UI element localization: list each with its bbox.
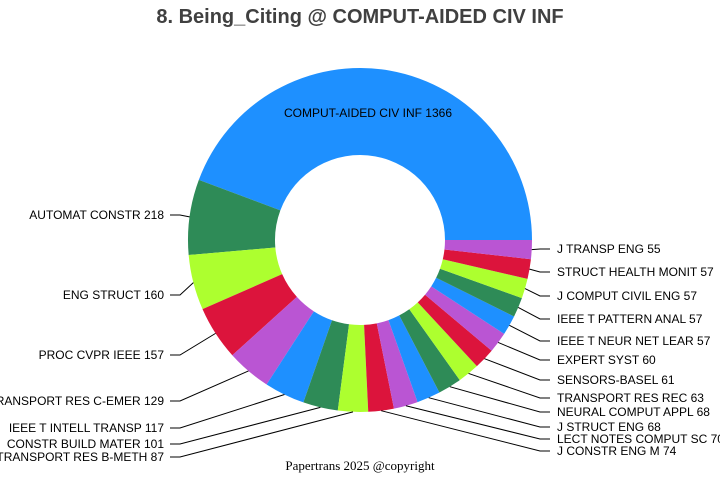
label-leader-line — [524, 288, 550, 297]
slice-label: EXPERT SYST 60 — [557, 353, 656, 367]
slice-j-constr-eng-m[interactable] — [364, 323, 394, 412]
label-leader-line — [381, 410, 550, 452]
slice-ieee-t-pattern-anal[interactable] — [436, 268, 522, 317]
label-leader-line — [509, 324, 550, 342]
label-leader-line — [170, 214, 190, 218]
slice-automat-constr[interactable] — [188, 179, 281, 256]
slice-label: CONSTR BUILD MATER 101 — [7, 437, 164, 451]
label-leader-line — [170, 411, 354, 458]
label-leader-line — [518, 306, 550, 320]
slice-expert-syst[interactable] — [425, 286, 505, 351]
label-leader-line — [529, 268, 550, 273]
slice-proc-cvpr-ieee[interactable] — [202, 274, 297, 356]
slice-comput-aided-civ-inf[interactable] — [198, 67, 532, 240]
slice-eng-struct[interactable] — [188, 247, 283, 310]
label-leader-line — [170, 406, 321, 445]
slice-lect-notes-comput-sc[interactable] — [376, 320, 418, 409]
slice-label: TRANSPORT RES C-EMER 129 — [0, 394, 164, 408]
slice-label: J TRANSP ENG 55 — [557, 242, 661, 256]
slice-ieee-t-intell-transp[interactable] — [266, 311, 333, 403]
chart-title: 8. Being_Citing @ COMPUT-AIDED CIV INF — [156, 6, 564, 28]
slice-j-struct-eng[interactable] — [388, 315, 440, 403]
slice-transport-res-rec[interactable] — [409, 302, 477, 381]
label-leader-line — [170, 332, 216, 356]
label-leader-line — [497, 341, 550, 361]
slice-label: NEURAL COMPUT APPL 68 — [557, 405, 710, 419]
slice-j-comput-civil-eng[interactable] — [440, 259, 528, 299]
slice-label: TRANSPORT RES B-METH 87 — [0, 450, 164, 464]
slice-label: ENG STRUCT 160 — [63, 288, 164, 302]
label-leader-line — [531, 248, 550, 251]
slice-transport-res-b-meth[interactable] — [337, 324, 369, 412]
label-leader-line — [405, 405, 550, 440]
label-leader-line — [449, 386, 550, 413]
slice-label: PROC CVPR IEEE 157 — [39, 348, 165, 362]
slice-transport-res-c-emer[interactable] — [232, 296, 314, 385]
slice-constr-build-mater[interactable] — [303, 320, 350, 411]
slice-sensors-basel[interactable] — [417, 294, 492, 367]
slice-neural-comput-appl[interactable] — [399, 309, 460, 393]
slice-label: STRUCT HEALTH MONIT 57 — [557, 265, 714, 279]
label-leader-line — [170, 394, 285, 429]
slice-label: TRANSPORT RES REC 63 — [557, 391, 704, 405]
slice-j-transp-eng[interactable] — [444, 240, 532, 260]
slice-label: IEEE T NEUR NET LEAR 57 — [557, 334, 711, 348]
label-leader-line — [170, 282, 194, 296]
slice-label: COMPUT-AIDED CIV INF 1366 — [284, 106, 452, 120]
slice-label: J CONSTR ENG M 74 — [557, 444, 677, 458]
slice-struct-health-monit[interactable] — [442, 249, 531, 279]
slice-label: AUTOMAT CONSTR 218 — [29, 208, 164, 222]
slice-label: IEEE T INTELL TRANSP 117 — [9, 421, 165, 435]
label-leader-line — [428, 397, 550, 428]
slice-ieee-t-neur-net-lear[interactable] — [431, 277, 515, 334]
slice-label: SENSORS-BASEL 61 — [557, 373, 675, 387]
copyright-footer: Papertrans 2025 @copyright — [285, 458, 435, 473]
slice-label: J COMPUT CIVIL ENG 57 — [557, 289, 697, 303]
label-leader-line — [170, 370, 249, 402]
label-leader-line — [468, 372, 550, 399]
slice-label: LECT NOTES COMPUT SC 70 — [557, 432, 720, 446]
label-leader-line — [484, 358, 550, 381]
slice-label: IEEE T PATTERN ANAL 57 — [557, 312, 703, 326]
slice-label: J STRUCT ENG 68 — [557, 420, 661, 434]
